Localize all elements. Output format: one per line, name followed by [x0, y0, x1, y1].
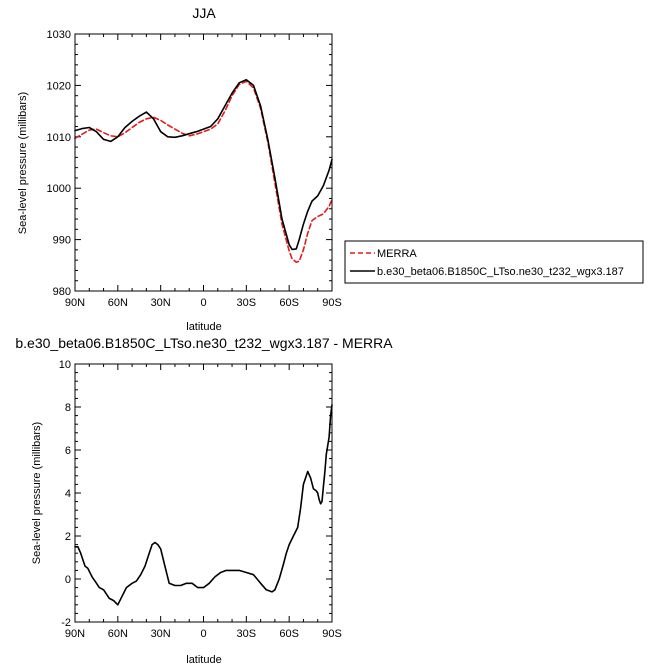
y-tick-label: 980	[53, 286, 71, 298]
legend-label-model: b.e30_beta06.B1850C_LTso.ne30_t232_wgx3.…	[377, 266, 624, 278]
x-tick-label: 0	[200, 628, 206, 640]
tick-marks	[74, 33, 333, 292]
series-lines	[74, 404, 333, 606]
top-panel: JJA Sea-level pressure (millibars) latit…	[17, 5, 342, 333]
x-tick-label: 90S	[322, 628, 342, 640]
y-tick-label: 0	[65, 574, 71, 586]
x-tick-label: 30N	[151, 628, 171, 640]
y-tick-label: -2	[61, 617, 71, 629]
plot-frame	[74, 33, 333, 292]
y-tick-label: 8	[65, 402, 71, 414]
y-tick-labels: 980 990 1000 1010 1020 1030	[47, 29, 71, 298]
y-tick-label: 4	[65, 488, 71, 500]
x-tick-label: 90N	[65, 297, 85, 309]
bottom-panel: b.e30_beta06.B1850C_LTso.ne30_t232_wgx3.…	[15, 335, 393, 666]
x-tick-label: 60N	[108, 628, 128, 640]
x-axis-label: latitude	[186, 321, 221, 333]
y-tick-label: 2	[65, 531, 71, 543]
legend-box	[344, 240, 644, 284]
series-line-0	[74, 80, 333, 264]
chart-title: JJA	[192, 5, 216, 21]
y-axis-label: Sea-level pressure (millibars)	[31, 422, 43, 564]
x-tick-label: 60S	[279, 628, 299, 640]
tick-marks	[74, 363, 333, 623]
x-tick-label: 90N	[65, 628, 85, 640]
x-tick-label: 90S	[322, 297, 342, 309]
x-tick-label: 30S	[237, 297, 257, 309]
x-tick-labels: 90N 60N 30N 0 30S 60S 90S	[65, 628, 342, 640]
y-tick-label: 10	[59, 359, 71, 371]
y-axis-label: Sea-level pressure (millibars)	[17, 92, 29, 234]
series-line-0	[74, 404, 333, 606]
x-tick-labels: 90N 60N 30N 0 30S 60S 90S	[65, 297, 342, 309]
y-tick-label: 1030	[47, 29, 71, 41]
series-lines	[74, 78, 333, 264]
x-tick-label: 60N	[108, 297, 128, 309]
plot-frame	[74, 363, 333, 623]
x-tick-label: 60S	[279, 297, 299, 309]
legend-label-merra: MERRA	[377, 248, 417, 260]
y-tick-label: 1000	[47, 183, 71, 195]
x-tick-label: 30N	[151, 297, 171, 309]
x-tick-label: 0	[200, 297, 206, 309]
chart-title: b.e30_beta06.B1850C_LTso.ne30_t232_wgx3.…	[15, 335, 393, 351]
y-tick-labels: -2 0 2 4 6 8 10	[59, 359, 71, 629]
x-axis-label: latitude	[186, 654, 221, 666]
y-tick-label: 990	[53, 235, 71, 247]
x-tick-label: 30S	[237, 628, 257, 640]
y-tick-label: 6	[65, 445, 71, 457]
y-tick-label: 1020	[47, 80, 71, 92]
series-line-1	[74, 78, 333, 251]
y-tick-label: 1010	[47, 132, 71, 144]
legend: MERRA b.e30_beta06.B1850C_LTso.ne30_t232…	[344, 240, 644, 284]
